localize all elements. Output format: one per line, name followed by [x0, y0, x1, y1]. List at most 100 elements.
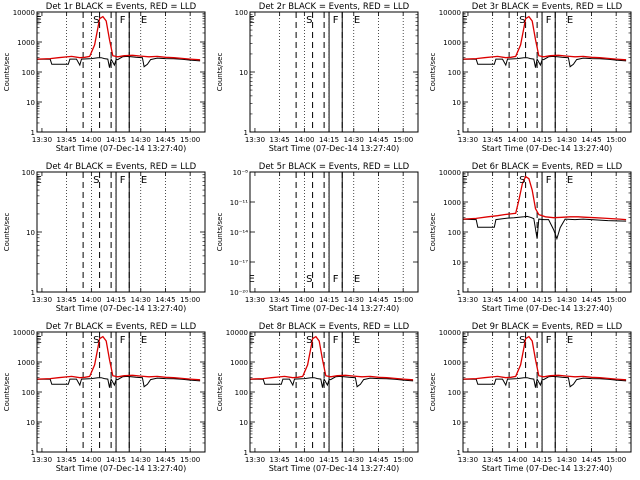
x-tick-label: 15:00: [180, 136, 200, 144]
x-tick-label: 14:30: [131, 136, 151, 144]
x-tick-label: 14:15: [319, 456, 339, 464]
x-tick-label: 14:15: [532, 296, 552, 304]
series-events-line: [463, 55, 627, 68]
event-marker-label: E: [141, 15, 147, 26]
y-tick-label: 1: [244, 129, 248, 137]
chart-panel: Det 5r BLACK = Events, RED = LLD Counts/s…: [216, 162, 419, 313]
y-axis-label: Counts/sec: [429, 213, 437, 252]
plot-frame: [249, 331, 419, 453]
chart-title: Det 8r BLACK = Events, RED = LLD: [259, 322, 410, 332]
x-tick-label: 14:30: [131, 456, 151, 464]
chart-title: Det 7r BLACK = Events, RED = LLD: [46, 322, 197, 332]
x-axis-label: Start Time (07-Dec-14 13:27:40): [482, 144, 613, 153]
x-tick-label: 14:00: [507, 136, 527, 144]
x-axis-label: Start Time (07-Dec-14 13:27:40): [269, 304, 400, 313]
x-tick-label: 15:00: [393, 296, 413, 304]
y-tick-label: 10: [239, 419, 248, 427]
plot-frame: [36, 11, 206, 133]
x-tick-label: 14:00: [294, 136, 314, 144]
y-tick-label: 1000: [230, 359, 248, 367]
event-marker-label: E: [461, 15, 467, 26]
x-axis-label: Start Time (07-Dec-14 13:27:40): [56, 144, 187, 153]
y-tick-label: 10000: [439, 329, 461, 337]
chart-panel: Det 1r BLACK = Events, RED = LLD Counts/s…: [3, 2, 206, 153]
x-tick-label: 13:45: [270, 136, 290, 144]
x-tick-label: 14:00: [294, 456, 314, 464]
series-events-line: [250, 375, 414, 388]
x-tick-label: 15:00: [393, 456, 413, 464]
series-events-line: [462, 215, 627, 241]
event-marker-label: S: [306, 15, 312, 26]
x-tick-label: 13:30: [458, 296, 478, 304]
plot-frame: [462, 11, 632, 133]
x-tick-label: 13:30: [458, 136, 478, 144]
event-marker-label: E: [35, 335, 41, 346]
x-tick-label: 14:30: [557, 296, 577, 304]
x-tick-label: 14:45: [155, 456, 175, 464]
event-marker-label: S: [93, 335, 99, 346]
y-tick-label: 10000: [13, 9, 35, 17]
x-tick-label: 13:45: [483, 456, 503, 464]
y-tick-label: 100: [448, 389, 461, 397]
x-axis-label: Start Time (07-Dec-14 13:27:40): [482, 464, 613, 473]
x-tick-label: 14:15: [106, 296, 126, 304]
chart-title: Det 9r BLACK = Events, RED = LLD: [472, 322, 623, 332]
event-marker-label: F: [120, 175, 126, 186]
event-marker-label: S: [306, 335, 312, 346]
x-tick-label: 13:45: [57, 296, 77, 304]
x-tick-label: 14:45: [368, 296, 388, 304]
x-tick-label: 14:45: [368, 136, 388, 144]
y-tick-label: 10000: [13, 329, 35, 337]
x-tick-label: 13:45: [270, 456, 290, 464]
x-tick-label: 14:00: [81, 136, 101, 144]
y-tick-label: 10: [26, 99, 35, 107]
plot-frame: [462, 171, 632, 293]
x-tick-label: 14:15: [532, 136, 552, 144]
event-marker-label: E: [248, 15, 254, 26]
y-tick-label: 100: [22, 169, 35, 177]
event-marker-label: E: [567, 335, 573, 346]
event-marker-label: F: [546, 335, 552, 346]
y-tick-label: 1: [457, 449, 461, 457]
series-lld-line: [462, 15, 627, 61]
y-tick-label: 100: [22, 69, 35, 77]
x-tick-label: 14:45: [368, 456, 388, 464]
y-tick-label: 1000: [443, 199, 461, 207]
x-axis-label: Start Time (07-Dec-14 13:27:40): [56, 304, 187, 313]
event-marker-label: E: [567, 15, 573, 26]
x-axis-label: Start Time (07-Dec-14 13:27:40): [269, 144, 400, 153]
series-lld-line: [36, 335, 201, 381]
event-marker-label: S: [519, 175, 525, 186]
x-tick-label: 14:45: [581, 296, 601, 304]
x-tick-label: 14:45: [155, 296, 175, 304]
y-axis-label: Counts/sec: [3, 373, 11, 412]
y-tick-label: 10000: [439, 9, 461, 17]
x-tick-label: 13:45: [270, 296, 290, 304]
event-marker-label: E: [35, 15, 41, 26]
plot-frame: [462, 331, 632, 453]
x-tick-label: 14:30: [557, 456, 577, 464]
y-tick-label: 10⁻⁸: [233, 169, 249, 177]
event-marker-label: E: [567, 175, 573, 186]
y-tick-label: 10: [26, 419, 35, 427]
chart-title: Det 5r BLACK = Events, RED = LLD: [259, 162, 410, 172]
y-axis-label: Counts/sec: [216, 53, 224, 92]
event-marker-label: E: [141, 335, 147, 346]
x-tick-label: 15:00: [606, 136, 626, 144]
x-tick-label: 15:00: [393, 136, 413, 144]
plot-frame: [36, 171, 206, 293]
event-marker-label: E: [248, 274, 254, 285]
x-tick-label: 13:45: [57, 456, 77, 464]
event-marker-label: E: [354, 15, 360, 26]
x-tick-label: 15:00: [180, 456, 200, 464]
y-tick-label: 1: [457, 129, 461, 137]
y-axis-label: Counts/sec: [216, 213, 224, 252]
x-tick-label: 14:15: [319, 296, 339, 304]
y-tick-label: 1: [31, 129, 35, 137]
y-tick-label: 10: [452, 259, 461, 267]
event-marker-label: F: [120, 15, 126, 26]
x-tick-label: 14:00: [81, 456, 101, 464]
x-tick-label: 15:00: [180, 296, 200, 304]
y-tick-label: 10: [239, 69, 248, 77]
